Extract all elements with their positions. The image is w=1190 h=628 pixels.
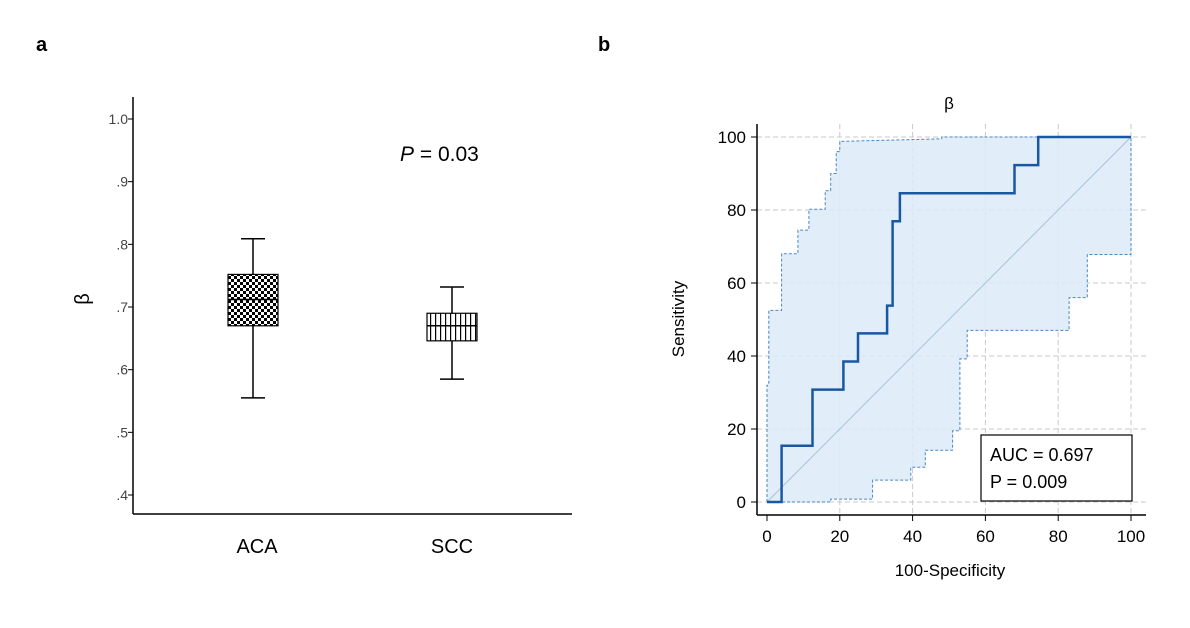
x-tick-label: 40 [903,527,922,546]
p-value-label: P = 0.009 [990,472,1067,492]
roc-panel: β 0 20 40 60 80 100 0 20 40 60 80 100 100-Specifici… [669,94,1146,580]
a-y-tick-label: .9 [116,174,128,190]
category-label-aca: ACA [236,536,278,558]
a-y-tick-label: .7 [116,299,128,315]
x-tick-label: 60 [976,527,995,546]
a-y-tick-label: .4 [116,487,128,503]
y-tick-label: 80 [727,201,746,220]
y-tick-label: 20 [727,420,746,439]
stats-box [980,434,1133,502]
y-tick-label: 40 [727,347,746,366]
panel-a-label: a [36,34,48,56]
x-tick-label: 0 [762,527,771,546]
panel-b-label: b [598,34,610,56]
y-tick-label: 0 [737,493,746,512]
p-value-annotation: P = 0.03 [400,143,479,166]
b-y-axis-title: Sensitivity [669,280,688,357]
p-value-rest: = 0.03 [414,143,479,166]
roc-curve [767,135,1131,504]
a-y-tick-label: .6 [116,362,128,378]
box-plot-panel: .4 .5 .6 .7 .8 .9 1.0 ACA SCC β P = 0.03 [72,97,572,558]
x-tick-label: 100 [1117,527,1145,546]
a-y-tick-label: 1.0 [109,111,129,127]
p-value-italic: P [400,143,414,166]
b-x-axis-title: 100-Specificity [895,561,1006,580]
x-tick-label: 20 [830,527,849,546]
a-y-axis-title: β [72,293,94,305]
ci-upper-line [766,136,1131,502]
reference-diagonal [766,136,1132,503]
box-scc [426,312,478,342]
category-label-scc: SCC [431,536,473,558]
y-tick-label: 100 [718,128,746,147]
roc-title: β [944,94,954,113]
auc-label: AUC = 0.697 [990,445,1094,465]
ci-lower-line [767,137,1132,503]
a-y-tick-label: .8 [116,236,128,252]
x-tick-label: 80 [1049,527,1068,546]
a-y-tick-label: .5 [116,424,128,440]
y-tick-label: 60 [727,274,746,293]
